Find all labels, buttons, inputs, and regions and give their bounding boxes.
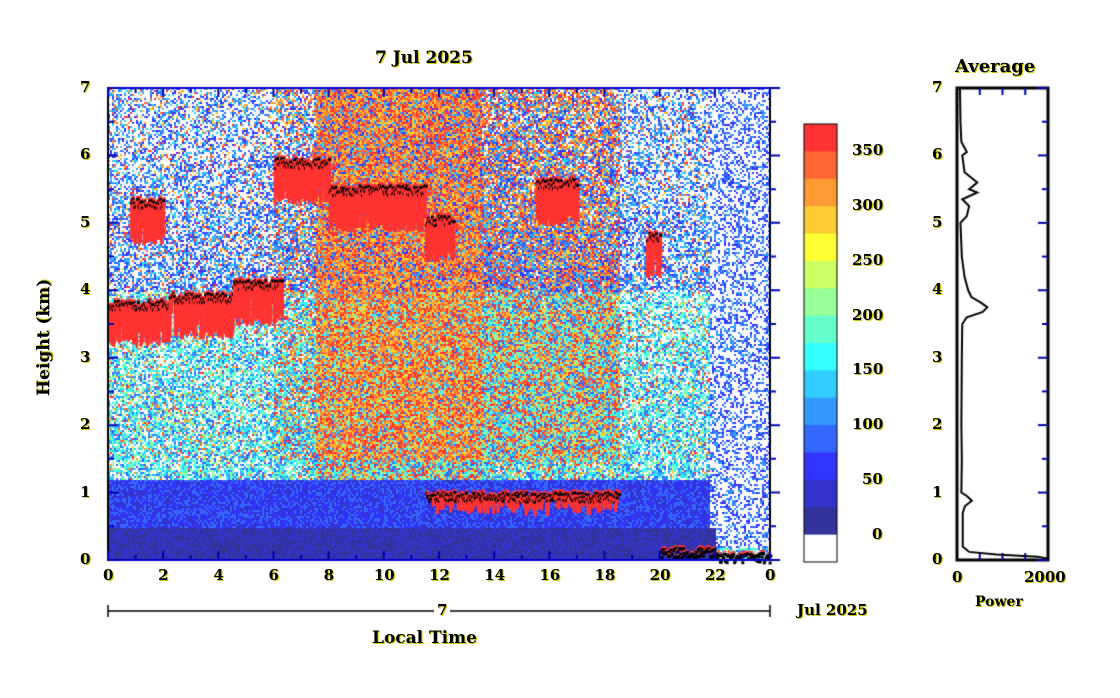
colorbar-tick-label: 250	[852, 250, 884, 269]
y-axis-label: Height (km)	[34, 278, 54, 396]
profile-y-tick-label: 3	[932, 347, 943, 366]
y-tick-label: 6	[80, 145, 91, 164]
date-axis-month: Jul 2025	[797, 601, 868, 619]
x-axis-label: Local Time	[372, 628, 477, 648]
x-tick-label: 10	[373, 566, 395, 584]
y-tick-label: 1	[80, 482, 91, 501]
x-tick-label: 14	[484, 566, 506, 584]
profile-x-label: Power	[975, 594, 1023, 610]
profile-y-tick-label: 2	[932, 415, 943, 434]
profile-y-tick-label: 1	[932, 482, 943, 501]
colorbar-tick-label: 50	[862, 469, 883, 488]
y-tick-label: 2	[80, 415, 91, 434]
x-tick-label: 2	[158, 566, 169, 584]
y-tick-label: 0	[80, 550, 91, 568]
colorbar-tick-label: 350	[852, 141, 884, 160]
colorbar-tick-label: 150	[852, 360, 884, 379]
chart-title: 7 Jul 2025	[375, 48, 473, 68]
x-tick-label: 8	[323, 566, 335, 584]
x-tick-label: 12	[429, 566, 450, 584]
date-axis-day: 7	[434, 601, 451, 619]
x-tick-label: 6	[268, 566, 279, 584]
y-tick-label: 4	[80, 280, 91, 299]
x-tick-label: 0	[765, 566, 776, 584]
x-tick-label: 16	[539, 566, 561, 584]
x-tick-label: 4	[213, 566, 224, 584]
x-tick-label: 0	[103, 566, 114, 584]
colorbar-tick-label: 300	[852, 196, 884, 215]
colorbar-tick-label: 100	[852, 415, 884, 434]
y-tick-label: 3	[80, 347, 91, 366]
profile-y-tick-label: 4	[932, 280, 943, 299]
x-tick-label: 18	[594, 566, 616, 584]
x-tick-label: 22	[704, 566, 726, 584]
profile-y-tick-label: 5	[932, 212, 943, 231]
profile-y-tick-label: 6	[932, 145, 943, 164]
profile-y-tick-label: 7	[932, 78, 943, 96]
y-tick-label: 7	[80, 78, 91, 96]
profile-x-tick-label: 0	[952, 568, 963, 586]
colorbar-tick-label: 0	[872, 524, 883, 543]
profile-x-tick-label: 2000	[1024, 568, 1066, 586]
profile-title: Average	[955, 56, 1036, 77]
colorbar-tick-label: 200	[852, 305, 884, 324]
y-tick-label: 5	[80, 212, 91, 231]
x-tick-label: 20	[649, 566, 671, 584]
profile-y-tick-label: 0	[932, 550, 943, 568]
